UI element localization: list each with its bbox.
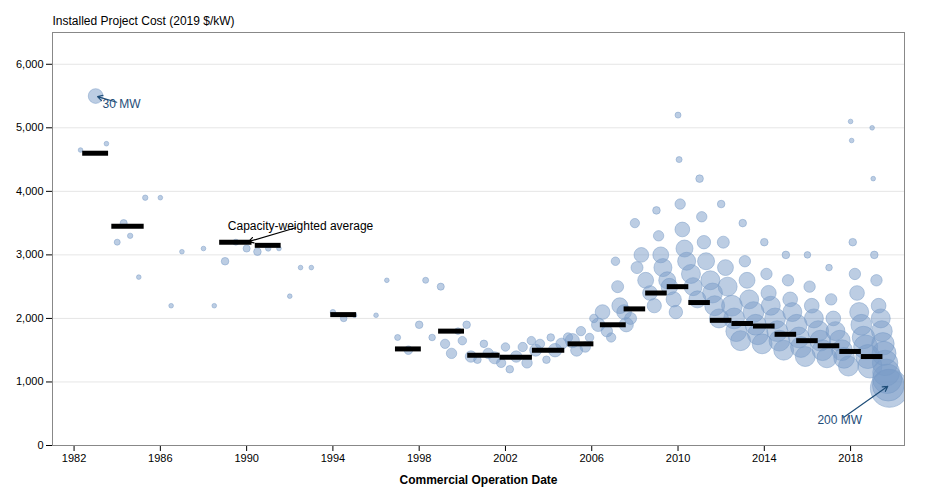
svg-text:4,000: 4,000 [16, 185, 44, 197]
svg-text:3,000: 3,000 [16, 248, 44, 260]
svg-text:2006: 2006 [579, 452, 603, 464]
svg-text:0: 0 [37, 439, 43, 451]
svg-text:2002: 2002 [493, 452, 517, 464]
svg-text:1994: 1994 [321, 452, 345, 464]
svg-text:200 MW: 200 MW [817, 413, 862, 427]
svg-text:Commercial Operation Date: Commercial Operation Date [399, 473, 557, 487]
svg-text:6,000: 6,000 [16, 58, 44, 70]
svg-text:2010: 2010 [666, 452, 690, 464]
svg-text:Installed Project Cost (2019 $: Installed Project Cost (2019 $/kW) [53, 14, 235, 28]
svg-text:Capacity-weighted average: Capacity-weighted average [228, 219, 374, 233]
svg-text:30 MW: 30 MW [103, 97, 142, 111]
svg-text:1998: 1998 [407, 452, 431, 464]
svg-text:2014: 2014 [752, 452, 776, 464]
svg-text:1,000: 1,000 [16, 375, 44, 387]
svg-text:1986: 1986 [148, 452, 172, 464]
svg-text:1982: 1982 [62, 452, 86, 464]
svg-text:1990: 1990 [234, 452, 258, 464]
svg-text:2018: 2018 [838, 452, 862, 464]
svg-text:2,000: 2,000 [16, 312, 44, 324]
svg-text:5,000: 5,000 [16, 121, 44, 133]
